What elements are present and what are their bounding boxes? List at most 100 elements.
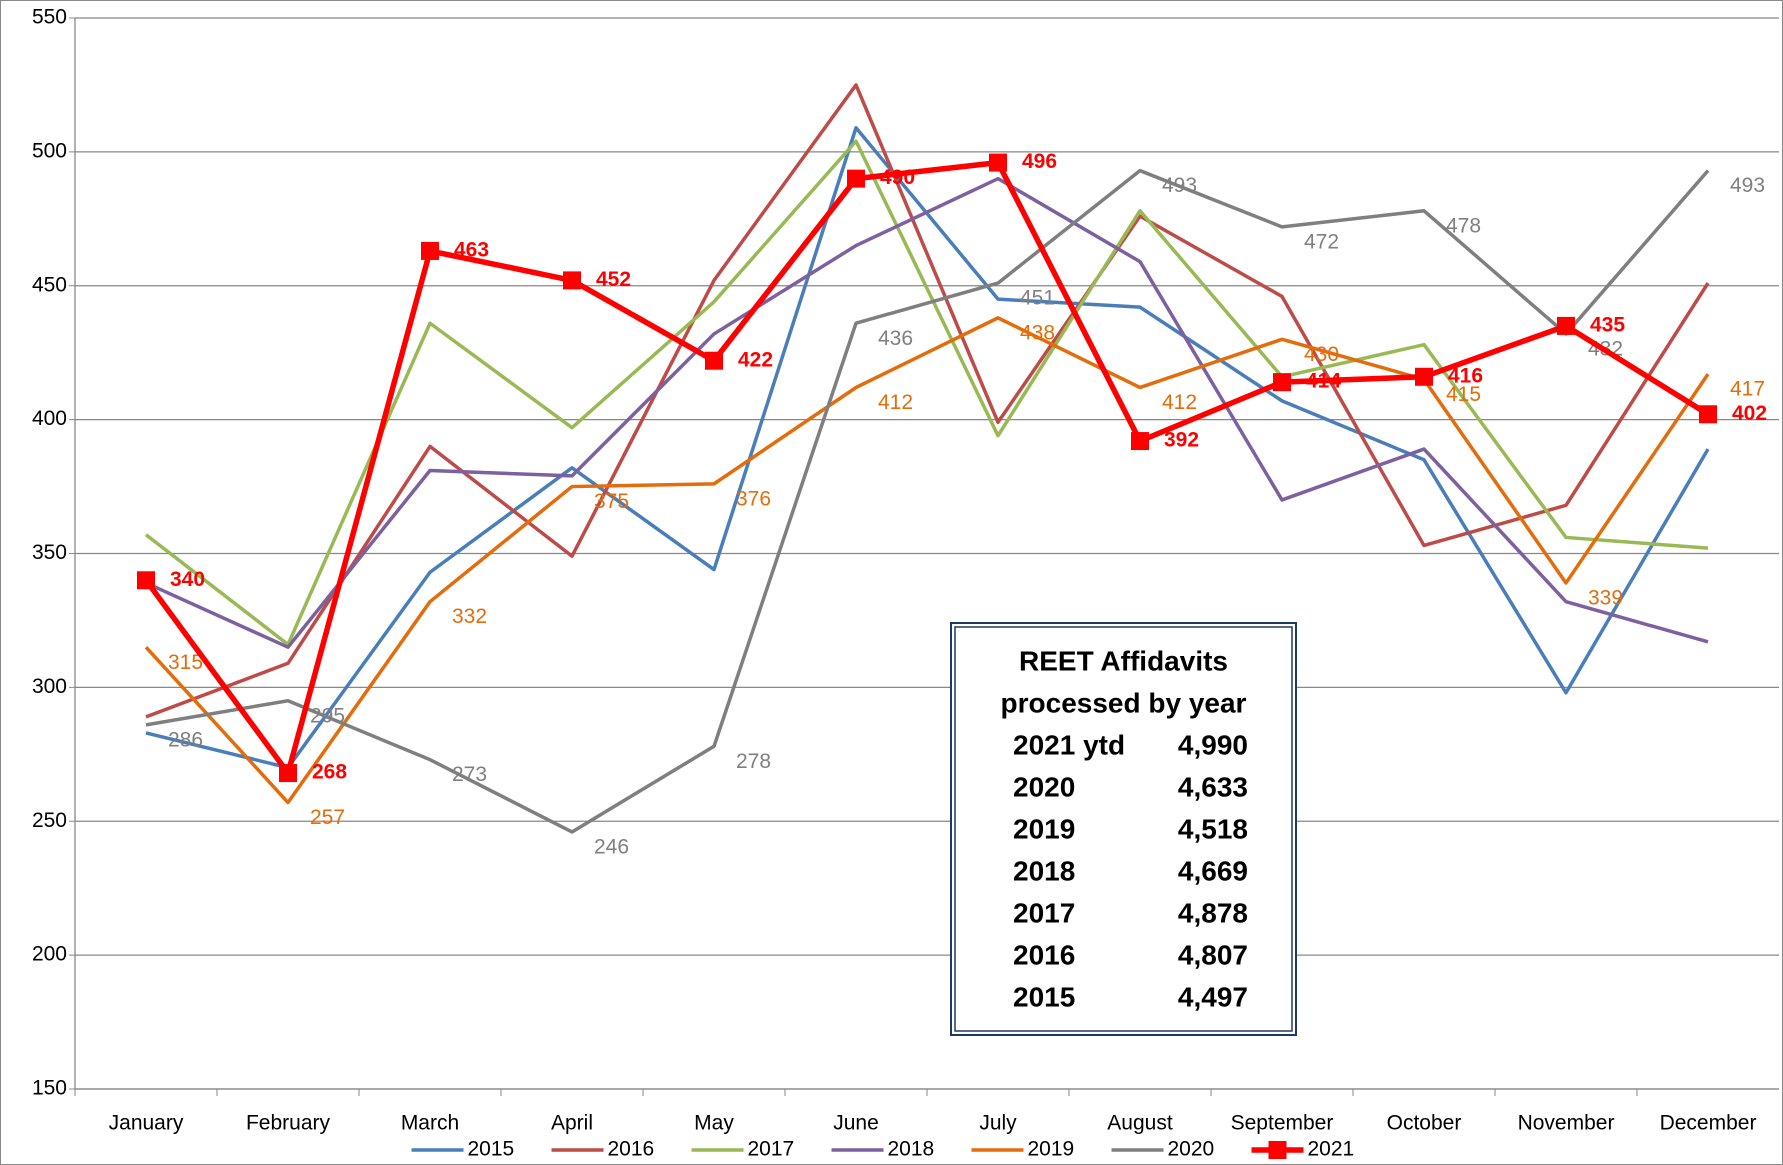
data-label: 435 xyxy=(1590,313,1625,336)
data-label: 493 xyxy=(1162,174,1197,197)
x-tick-label: November xyxy=(1518,1112,1615,1135)
x-tick-label: February xyxy=(246,1112,331,1135)
data-label: 478 xyxy=(1446,214,1481,237)
annotation-year: 2019 xyxy=(1013,813,1075,844)
annotation-title: processed by year xyxy=(1001,687,1247,718)
annotation-count: 4,807 xyxy=(1178,939,1248,970)
annotation-count: 4,497 xyxy=(1178,981,1248,1012)
data-label: 412 xyxy=(878,391,913,414)
marker xyxy=(1557,316,1575,335)
data-label: 463 xyxy=(454,238,489,261)
marker xyxy=(563,271,581,290)
series-line xyxy=(143,159,1710,776)
y-tick-label: 300 xyxy=(32,675,67,698)
data-label: 496 xyxy=(1022,150,1057,173)
data-label: 268 xyxy=(312,761,347,784)
data-label: 339 xyxy=(1588,586,1623,609)
legend-label: 2018 xyxy=(888,1138,935,1161)
x-tick-label: April xyxy=(551,1112,593,1135)
marker xyxy=(279,764,297,783)
data-label: 376 xyxy=(736,487,771,510)
legend-label: 2020 xyxy=(1168,1138,1215,1161)
legend-label: 2017 xyxy=(748,1138,795,1161)
x-tick-label: December xyxy=(1660,1112,1757,1135)
data-label: 452 xyxy=(596,268,631,291)
data-label: 416 xyxy=(1448,364,1483,387)
data-label: 414 xyxy=(1306,370,1341,393)
data-label: 490 xyxy=(880,166,915,189)
annotation-count: 4,669 xyxy=(1178,855,1248,886)
data-label: 412 xyxy=(1162,391,1197,414)
data-label: 375 xyxy=(594,490,629,513)
annotation-count: 4,878 xyxy=(1178,897,1248,928)
legend-label: 2021 xyxy=(1308,1138,1355,1161)
legend-label: 2019 xyxy=(1028,1138,1075,1161)
legend-label: 2015 xyxy=(468,1138,515,1161)
marker xyxy=(705,351,723,370)
marker xyxy=(1131,432,1149,451)
data-label: 417 xyxy=(1730,378,1765,401)
data-label: 315 xyxy=(168,651,203,674)
x-tick-label: June xyxy=(833,1112,879,1135)
data-label: 430 xyxy=(1304,343,1339,366)
y-tick-label: 550 xyxy=(32,6,67,29)
data-label: 493 xyxy=(1730,174,1765,197)
x-tick-label: August xyxy=(1107,1112,1173,1135)
series-line xyxy=(144,316,1710,805)
data-label: 340 xyxy=(170,568,205,591)
data-label: 436 xyxy=(878,327,913,350)
data-label: 332 xyxy=(452,605,487,628)
legend-marker xyxy=(1268,1141,1287,1159)
annotation-year: 2020 xyxy=(1013,771,1075,802)
x-tick-label: September xyxy=(1231,1112,1334,1135)
data-label: 415 xyxy=(1446,383,1481,406)
marker xyxy=(989,153,1007,172)
data-label: 295 xyxy=(310,704,345,727)
annotation-year: 2015 xyxy=(1013,981,1075,1012)
annotation-year: 2021 ytd xyxy=(1013,729,1125,760)
annotation-count: 4,633 xyxy=(1178,771,1248,802)
data-label: 392 xyxy=(1164,429,1199,452)
annotation-year: 2018 xyxy=(1013,855,1075,886)
data-label: 273 xyxy=(452,763,487,786)
legend-label: 2016 xyxy=(608,1138,655,1161)
data-label: 246 xyxy=(594,836,629,859)
y-tick-label: 200 xyxy=(32,943,67,966)
data-label: 422 xyxy=(738,348,773,371)
annotation-count: 4,518 xyxy=(1178,813,1248,844)
marker xyxy=(421,241,439,260)
x-tick-label: July xyxy=(979,1112,1017,1135)
marker xyxy=(847,169,865,188)
marker xyxy=(137,571,155,590)
annotation-year: 2016 xyxy=(1013,939,1075,970)
annotation-box xyxy=(950,622,1297,1036)
y-tick-label: 350 xyxy=(32,541,67,564)
data-label: 472 xyxy=(1304,230,1339,253)
series-line xyxy=(145,168,1710,834)
data-label: 402 xyxy=(1732,402,1767,425)
series-line xyxy=(145,83,1710,719)
data-label: 278 xyxy=(736,750,771,773)
y-tick-label: 400 xyxy=(32,407,67,430)
y-tick-label: 500 xyxy=(32,139,67,162)
data-label: 451 xyxy=(1020,287,1055,310)
x-tick-label: October xyxy=(1387,1112,1462,1135)
data-label: 257 xyxy=(310,806,345,829)
y-tick-label: 150 xyxy=(32,1077,67,1100)
y-tick-label: 450 xyxy=(32,273,67,296)
x-tick-label: March xyxy=(401,1112,459,1135)
series-line xyxy=(144,139,1709,647)
annotation-box-inner xyxy=(954,626,1293,1032)
x-tick-label: May xyxy=(694,1112,734,1135)
data-label: 438 xyxy=(1020,321,1055,344)
annotation-year: 2017 xyxy=(1013,897,1075,928)
data-label: 286 xyxy=(168,728,203,751)
x-tick-label: January xyxy=(109,1112,184,1135)
series-line xyxy=(145,176,1709,649)
marker xyxy=(1415,367,1433,386)
annotation-count: 4,990 xyxy=(1178,729,1248,760)
annotation-title: REET Affidavits xyxy=(1019,645,1228,676)
marker xyxy=(1273,373,1291,392)
